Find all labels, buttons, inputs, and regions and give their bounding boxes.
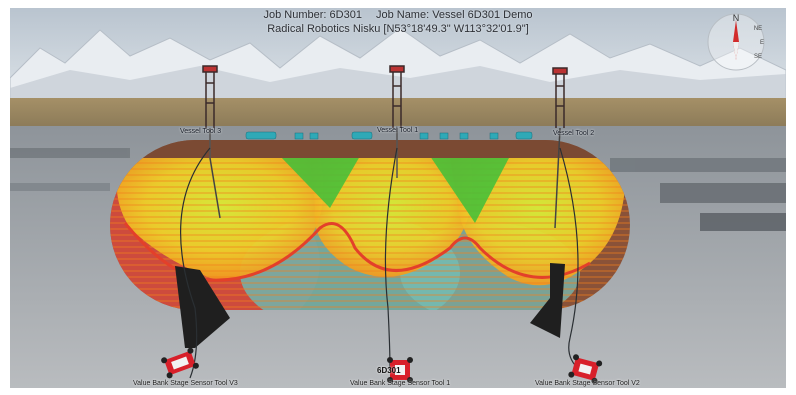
compass-se: SE [754, 54, 762, 60]
mast-label-right: Vessel Tool 2 [553, 130, 595, 137]
ground-patches [10, 148, 786, 231]
3d-viewport[interactable]: Job Number: 6D301 Job Name: Vessel 6D301 … [10, 8, 786, 388]
compass-icon: N NE E SE [707, 13, 765, 71]
mast-label-center: Vessel Tool 1 [377, 127, 419, 134]
crawler-center-id: 6D301 [377, 366, 401, 375]
crawler-center[interactable] [387, 357, 413, 383]
job-number: Job Number: 6D301 [263, 9, 362, 21]
job-location: Radical Robotics Nisku [N53°18'49.3" W11… [267, 23, 529, 35]
vessel-top-band [110, 140, 630, 158]
vessel-scene[interactable] [10, 8, 786, 388]
crawler-left[interactable] [160, 347, 199, 379]
compass-north: N [733, 13, 740, 23]
crawler-right-label: Value Bank Stage Sensor Tool V2 [535, 380, 640, 387]
vessel[interactable] [40, 131, 630, 353]
compass-widget[interactable]: N NE E SE [704, 10, 768, 74]
scan-edge [123, 222, 591, 282]
job-info-header: Job Number: 6D301 Job Name: Vessel 6D301 … [10, 8, 786, 36]
compass-ne: NE [754, 26, 762, 32]
mast-center[interactable] [389, 65, 405, 178]
saddle-right [530, 263, 565, 338]
plain [10, 98, 786, 128]
crawler-right[interactable] [568, 354, 603, 385]
cables [180, 147, 581, 379]
vessel-nozzles [245, 131, 533, 140]
compass-east: E [760, 40, 764, 46]
mast-right[interactable] [552, 67, 568, 229]
crawler-left-label: Value Bank Stage Sensor Tool V3 [133, 380, 238, 387]
scan-green-2 [430, 156, 510, 223]
crawler-center-label: Value Bank Stage Sensor Tool 1 [350, 380, 451, 387]
scan-green-1 [280, 156, 360, 208]
mountain-shadows [10, 66, 786, 103]
mast-left[interactable] [202, 65, 221, 219]
job-name: Job Name: Vessel 6D301 Demo [375, 9, 533, 21]
mast-label-left: Vessel Tool 3 [180, 128, 222, 135]
